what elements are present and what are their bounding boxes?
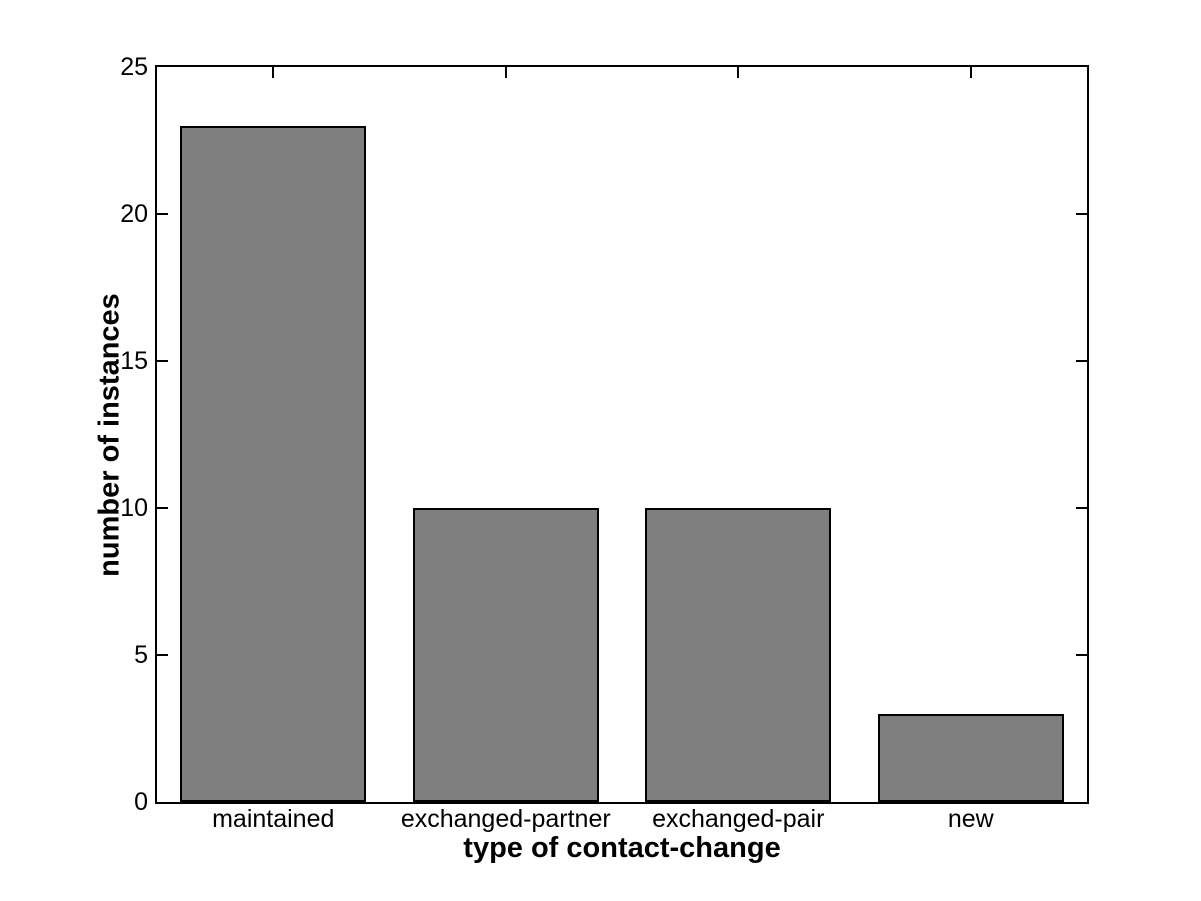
y-tick-mark-left [157,213,168,215]
x-tick-label: exchanged-pair [652,805,825,833]
y-tick-mark-right [1076,654,1087,656]
bar-new [877,713,1064,802]
y-tick-mark-left [157,360,168,362]
x-tick-mark-top [504,67,507,78]
x-axis-label: type of contact-change [463,832,781,864]
x-tick-label: exchanged-partner [400,805,611,833]
y-tick-label: 15 [120,347,148,375]
x-tick-mark-top [737,67,740,78]
y-tick-mark-right [1076,360,1087,362]
y-tick-label: 10 [120,494,148,522]
y-tick-label: 20 [120,200,148,228]
x-tick-mark-top [969,67,972,78]
x-tick-mark-top [272,67,275,78]
bar-exchanged-partner [412,508,599,802]
y-tick-mark-right [1076,213,1087,215]
x-tick-label: maintained [212,805,335,833]
plot-area [155,65,1089,804]
bar-maintained [180,125,367,802]
y-tick-mark-left [157,507,168,509]
x-tick-label: new [947,805,994,833]
y-tick-label: 0 [134,788,148,816]
y-axis-label: number of instances [93,292,126,577]
y-tick-label: 5 [134,641,148,669]
y-tick-mark-left [157,654,168,656]
y-tick-mark-right [1076,507,1087,509]
bar-exchanged-pair [645,508,832,802]
y-tick-label: 25 [120,53,148,81]
